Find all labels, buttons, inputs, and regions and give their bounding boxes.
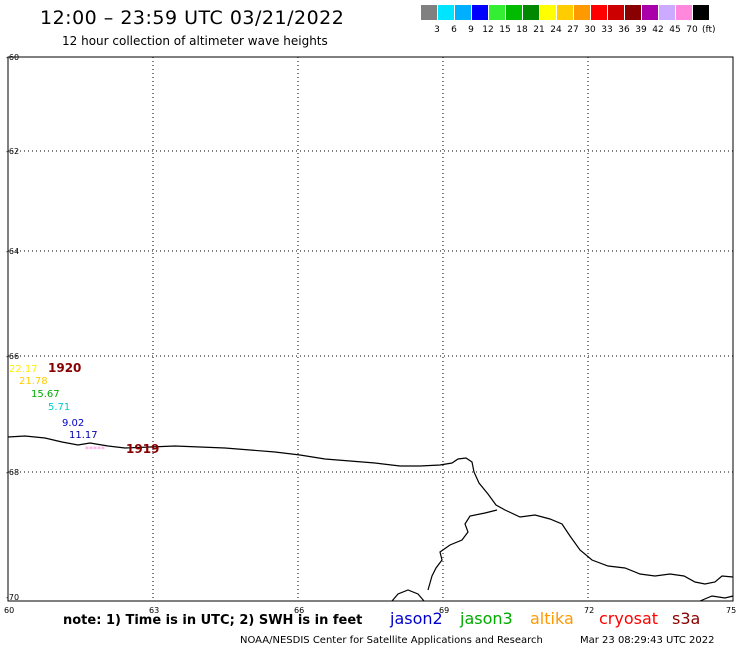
mission-s3a: s3a: [672, 609, 701, 628]
wave-height-value: 21.78: [19, 376, 48, 387]
lat-label: -60: [6, 53, 19, 62]
colorbar-swatch: [438, 5, 454, 20]
mission-jason3: jason3: [460, 609, 513, 628]
wave-height-value: 11.17: [69, 430, 98, 441]
colorbar-label: 45: [669, 25, 681, 35]
lon-label: 63: [149, 606, 159, 615]
colorbar-label: 15: [499, 25, 511, 35]
colorbar-label: 3: [434, 25, 440, 35]
wave-height-value: 9.02: [62, 418, 84, 429]
mission-jason2: jason2: [390, 609, 443, 628]
colorbar-swatch: [523, 5, 539, 20]
colorbar-label: 39: [635, 25, 647, 35]
colorbar-unit: (ft): [702, 25, 716, 35]
colorbar-label: 21: [533, 25, 545, 35]
lat-label: -62: [6, 147, 19, 156]
coastline-inlet: [427, 509, 498, 591]
colorbar-swatch: [455, 5, 471, 20]
colorbar-label: 12: [482, 25, 494, 35]
lon-label: 75: [726, 606, 736, 615]
colorbar-swatch: [608, 5, 624, 20]
wave-height-value: 15.67: [31, 389, 60, 400]
coastline-east: [699, 595, 734, 602]
colorbar-label: 33: [601, 25, 613, 35]
colorbar-swatch: [489, 5, 505, 20]
map-subtitle: 12 hour collection of altimeter wave hei…: [62, 34, 328, 48]
colorbar-label: 24: [550, 25, 562, 35]
colorbar-swatch: [540, 5, 556, 20]
colorbar-swatch: [693, 5, 709, 20]
wave-height-value: 22.17: [9, 364, 38, 375]
lat-label: -64: [6, 247, 19, 256]
colorbar-swatch: [506, 5, 522, 20]
colorbar-swatch: [659, 5, 675, 20]
colorbar-swatch: [676, 5, 692, 20]
lat-label: -68: [6, 468, 19, 477]
colorbar-label: 9: [468, 25, 474, 35]
coastline: [7, 435, 734, 585]
colorbar-label: 30: [584, 25, 596, 35]
colorbar-label: 27: [567, 25, 579, 35]
mission-altika: altika: [530, 609, 574, 628]
colorbar-swatch: [574, 5, 590, 20]
mission-cryosat: cryosat: [599, 609, 659, 628]
track-time-label: 1919: [126, 442, 159, 456]
lon-label: 66: [294, 606, 304, 615]
lat-label: -70: [6, 593, 19, 602]
colorbar-swatch: [472, 5, 488, 20]
lon-label: 60: [4, 606, 14, 615]
wave-height-value: 5.71: [48, 402, 70, 413]
footnote: note: 1) Time is in UTC; 2) SWH is in fe…: [63, 613, 363, 628]
lat-label: -66: [6, 352, 19, 361]
track-time-label: 1920: [48, 361, 81, 375]
lon-label: 72: [584, 606, 594, 615]
lon-label: 69: [439, 606, 449, 615]
colorbar-label: 6: [451, 25, 457, 35]
coastline-island: [391, 589, 425, 602]
colorbar-swatch: [642, 5, 658, 20]
map-title: 12:00 – 23:59 UTC 03/21/2022: [40, 7, 345, 29]
colorbar-swatch: [421, 5, 437, 20]
colorbar-label: 42: [652, 25, 664, 35]
colorbar-swatch: [557, 5, 573, 20]
colorbar-label: 70: [686, 25, 698, 35]
credit-line: NOAA/NESDIS Center for Satellite Applica…: [240, 635, 543, 646]
generated-timestamp: Mar 23 08:29:43 UTC 2022: [580, 635, 715, 646]
map-frame: [7, 56, 734, 602]
colorbar-swatch: [591, 5, 607, 20]
colorbar-swatch: [625, 5, 641, 20]
colorbar-label: 36: [618, 25, 630, 35]
track-markers: *****: [85, 445, 105, 454]
colorbar-label: 18: [516, 25, 528, 35]
